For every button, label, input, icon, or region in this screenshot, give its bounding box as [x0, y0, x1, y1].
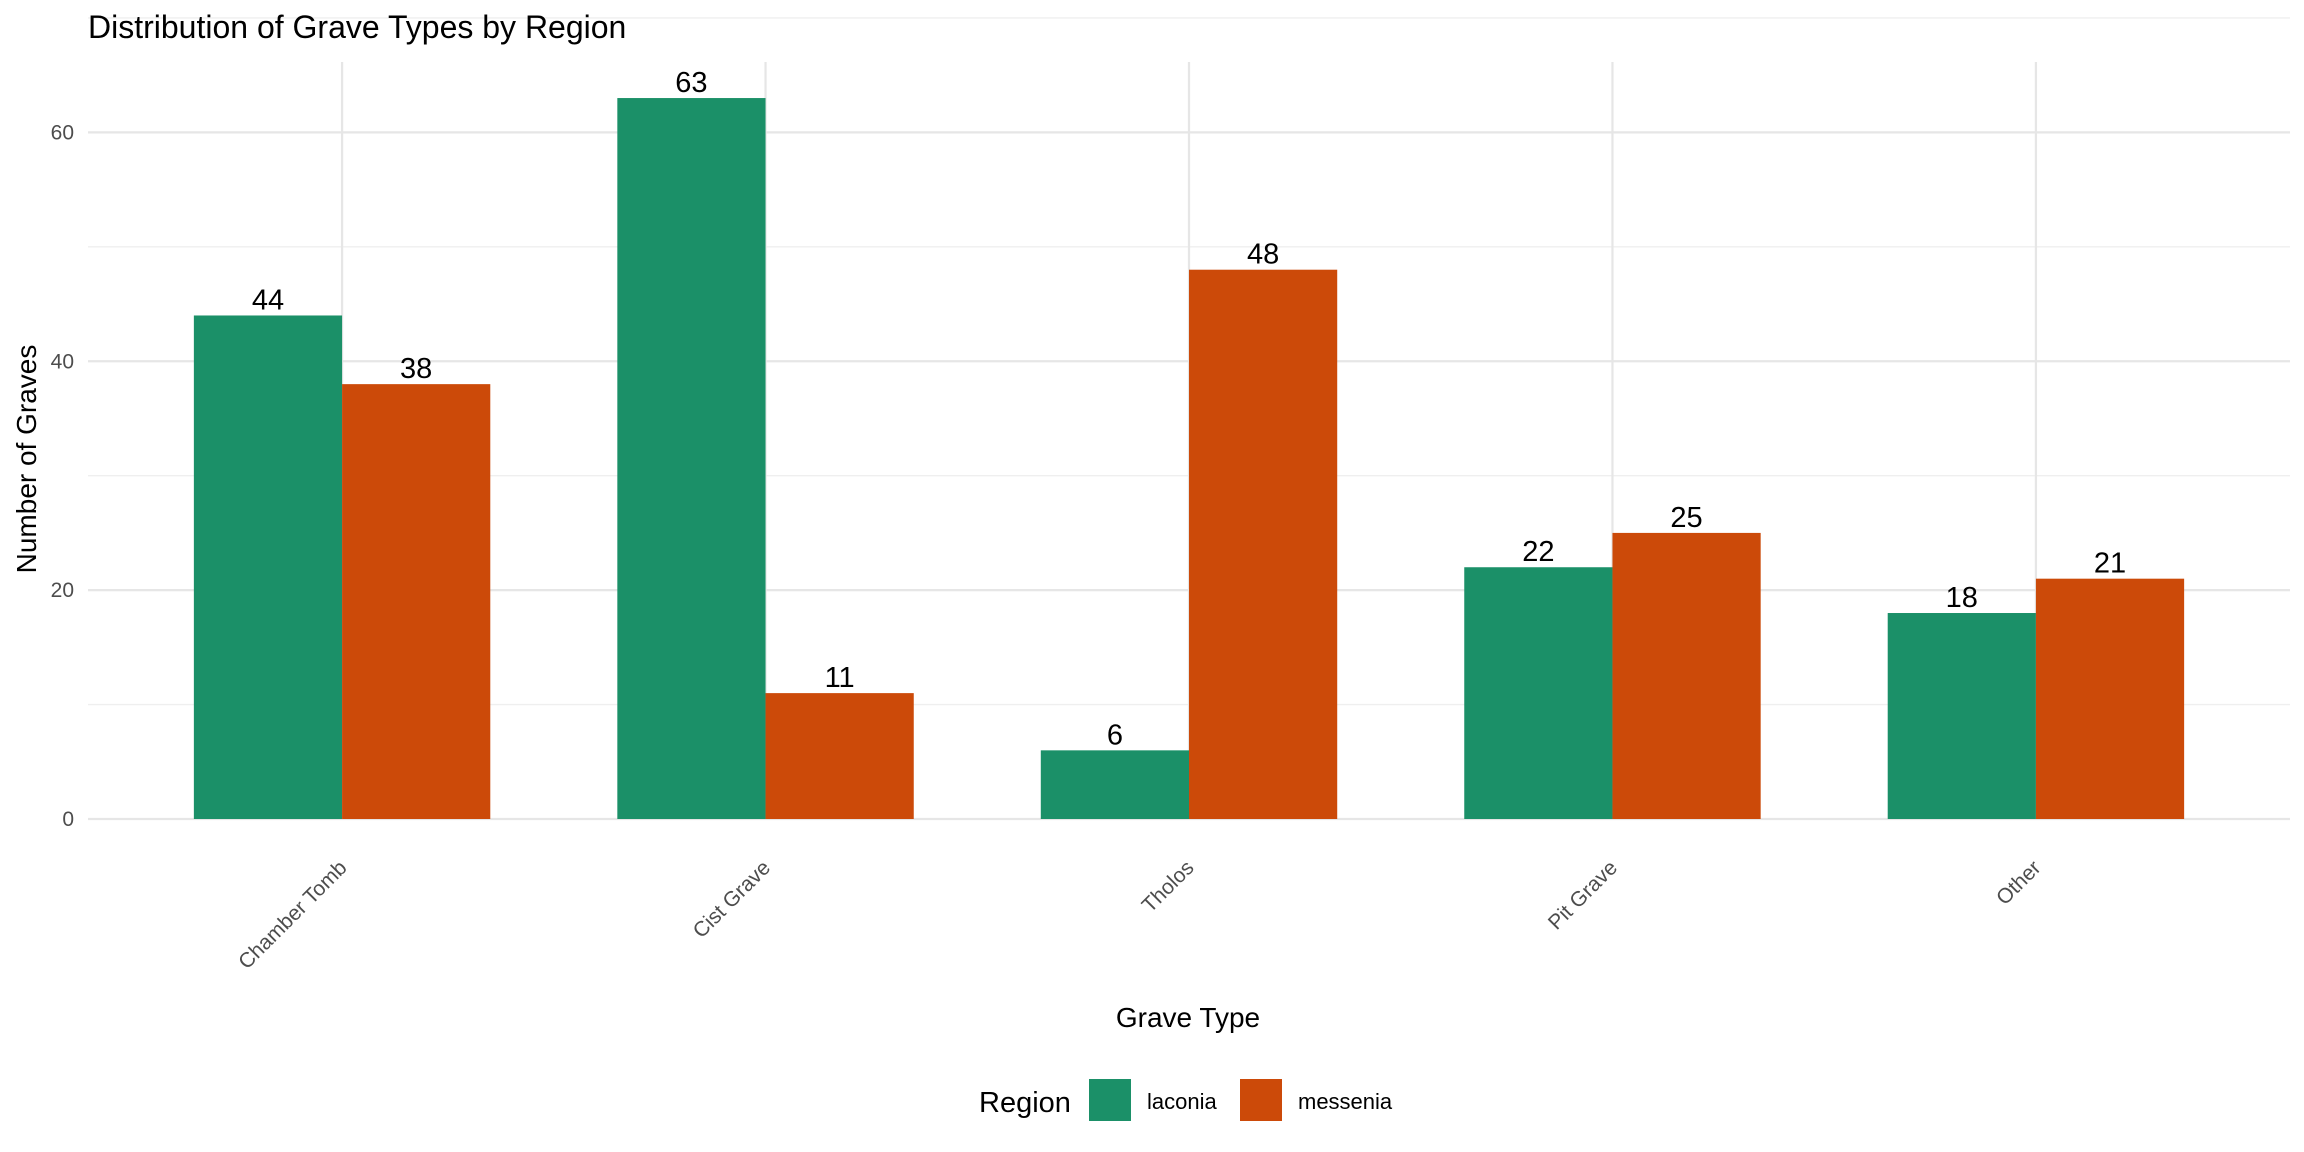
legend-swatch [1240, 1079, 1282, 1121]
legend: Region laconia messenia [979, 1079, 1393, 1121]
bar-laconia [1040, 750, 1189, 819]
bar-laconia [1887, 613, 2036, 819]
data-label: 6 [1107, 719, 1123, 751]
labels-layer: 44 63 6 22 18 38 11 48 25 21 [252, 67, 2126, 751]
y-tick-label: 0 [62, 808, 74, 831]
legend-swatch [1089, 1079, 1131, 1121]
x-tick-label: Pit Grave [1544, 856, 1622, 934]
data-label: 21 [2094, 548, 2126, 580]
bar-laconia [1464, 567, 1613, 819]
x-tick-label: Chamber Tomb [234, 856, 352, 974]
bar-messenia [1189, 269, 1338, 819]
bar-laconia [193, 315, 343, 819]
y-tick-label: 20 [51, 579, 74, 602]
data-label: 38 [400, 353, 432, 385]
data-label: 22 [1522, 536, 1554, 568]
data-label: 18 [1946, 582, 1978, 614]
legend-label: laconia [1147, 1089, 1217, 1114]
data-label: 48 [1247, 239, 1279, 271]
y-tick-label: 40 [51, 350, 74, 373]
x-tick-label: Cist Grave [689, 856, 775, 942]
bar-messenia [2035, 578, 2185, 819]
data-label: 11 [825, 662, 855, 694]
chart-title: Distribution of Grave Types by Region [88, 9, 626, 45]
data-label: 63 [675, 67, 707, 99]
bar-messenia [342, 384, 491, 819]
y-axis-title: Number of Graves [11, 345, 42, 574]
bar-messenia [1612, 532, 1761, 819]
bar-messenia [765, 693, 914, 819]
data-label: 44 [252, 284, 284, 316]
bars-layer [193, 98, 2185, 820]
data-label: 25 [1670, 502, 1702, 534]
x-axis-title: Grave Type [1116, 1002, 1260, 1033]
x-tick-label: Tholos [1138, 856, 1199, 917]
y-tick-label: 60 [51, 121, 74, 144]
x-tick-label: Other [1992, 856, 2045, 909]
legend-title: Region [979, 1087, 1071, 1119]
bar-laconia [617, 98, 766, 820]
legend-items: laconia messenia [1089, 1079, 1393, 1121]
legend-label: messenia [1298, 1089, 1393, 1114]
